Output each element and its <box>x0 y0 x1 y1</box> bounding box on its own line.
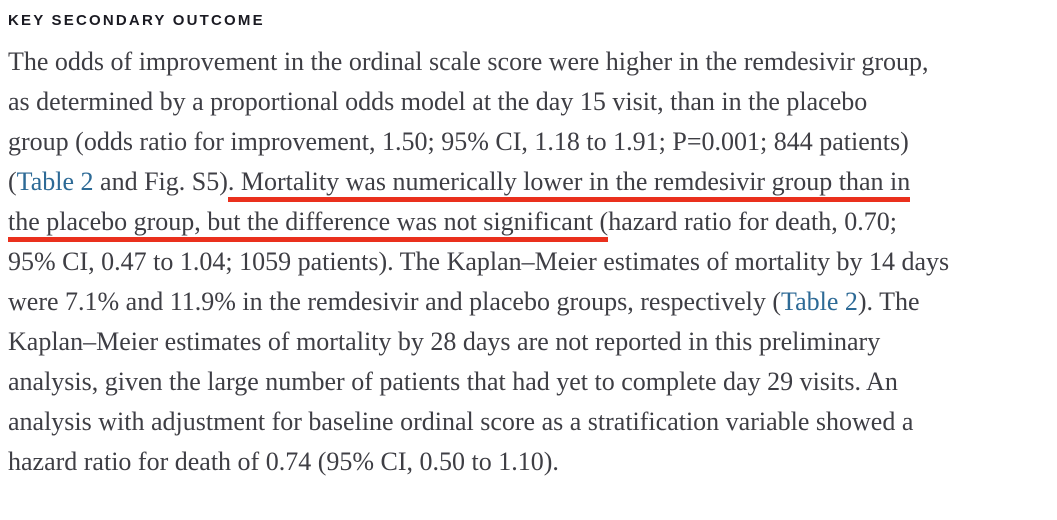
text-line: were 7.1% and 11.9% in the remdesivir an… <box>8 282 1051 322</box>
text-segment: analysis, given the large number of pati… <box>8 367 898 396</box>
text-segment: hazard ratio for death of 0.74 (95% CI, … <box>8 447 559 476</box>
table-2-link[interactable]: Table 2 <box>16 167 94 196</box>
text-segment: analysis with adjustment for baseline or… <box>8 407 914 436</box>
text-segment: Kaplan–Meier estimates of mortality by 2… <box>8 327 881 356</box>
section-heading: KEY SECONDARY OUTCOME <box>8 12 265 29</box>
text-line: analysis, given the large number of pati… <box>8 362 1051 402</box>
text-line: hazard ratio for death of 0.74 (95% CI, … <box>8 442 1051 482</box>
text-segment: ). The <box>857 287 920 316</box>
text-segment: hazard ratio for death, 0.70; <box>608 207 897 236</box>
body-paragraph: The odds of improvement in the ordinal s… <box>8 42 1051 482</box>
table-2-link[interactable]: Table 2 <box>781 287 858 316</box>
text-line: as determined by a proportional odds mod… <box>8 82 1051 122</box>
text-line: The odds of improvement in the ordinal s… <box>8 42 1051 82</box>
red-underline-annotated-text: . Mortality was numerically lower in the… <box>227 167 911 202</box>
text-line: 95% CI, 0.47 to 1.04; 1059 patients). Th… <box>8 242 1051 282</box>
text-segment: and Fig. S5) <box>93 167 228 196</box>
text-segment: group (odds ratio for improvement, 1.50;… <box>8 127 909 156</box>
article-section: KEY SECONDARY OUTCOME The odds of improv… <box>8 12 1051 482</box>
text-segment: 95% CI, 0.47 to 1.04; 1059 patients). Th… <box>8 247 950 276</box>
text-line: (Table 2 and Fig. S5). Mortality was num… <box>8 162 1051 202</box>
text-line: analysis with adjustment for baseline or… <box>8 402 1051 442</box>
text-segment: were 7.1% and 11.9% in the remdesivir an… <box>8 287 782 316</box>
text-line: group (odds ratio for improvement, 1.50;… <box>8 122 1051 162</box>
text-segment: ( <box>8 167 17 196</box>
text-line: the placebo group, but the difference wa… <box>8 202 1051 242</box>
text-segment: as determined by a proportional odds mod… <box>8 87 868 116</box>
text-line: Kaplan–Meier estimates of mortality by 2… <box>8 322 1051 362</box>
text-segment: The odds of improvement in the ordinal s… <box>8 47 929 76</box>
red-underline-annotated-text: the placebo group, but the difference wa… <box>8 207 609 242</box>
